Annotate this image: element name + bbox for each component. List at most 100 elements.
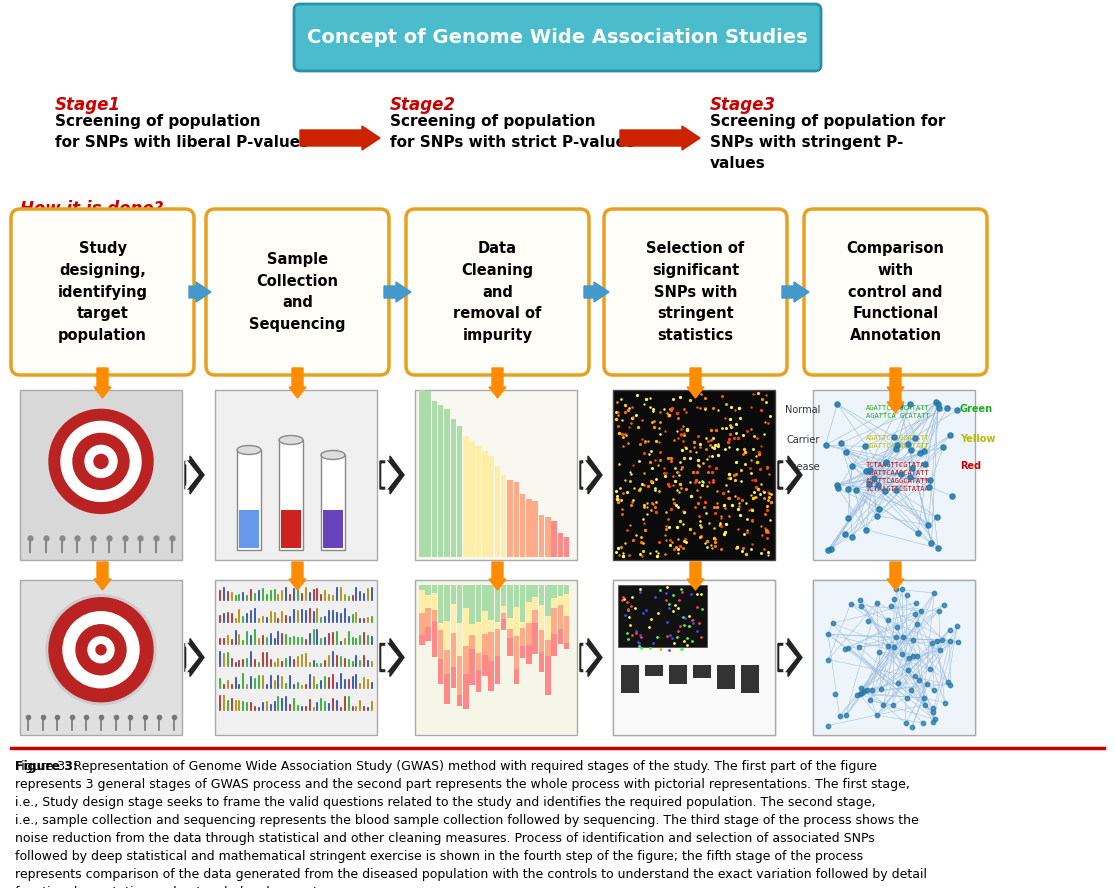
Bar	[463, 585, 468, 608]
Bar	[558, 629, 563, 645]
Point	[939, 675, 957, 689]
Point	[860, 477, 878, 491]
Bar	[457, 656, 463, 695]
Point	[934, 598, 952, 612]
Point	[840, 482, 857, 496]
Text: AGATTCAAGCATATT: AGATTCAAGCATATT	[866, 405, 930, 411]
Circle shape	[96, 645, 106, 654]
Bar	[741, 665, 759, 693]
Bar	[514, 585, 518, 607]
Text: Selection of
significant
SNPs with
stringent
statistics: Selection of significant SNPs with strin…	[647, 242, 745, 343]
Bar	[507, 480, 513, 557]
Bar	[457, 585, 463, 622]
Bar	[551, 520, 556, 557]
Point	[894, 630, 912, 645]
Bar	[514, 607, 518, 637]
Point	[880, 638, 898, 653]
Bar	[564, 615, 570, 643]
Bar	[450, 667, 456, 688]
Bar	[618, 585, 707, 647]
Circle shape	[72, 433, 129, 489]
Text: Carrier: Carrier	[786, 435, 820, 445]
Point	[828, 478, 846, 492]
Text: TCTAAGTTCGTATAA: TCTAAGTTCGTATAA	[866, 486, 930, 492]
FancyBboxPatch shape	[294, 4, 821, 71]
Bar	[526, 585, 532, 602]
FancyBboxPatch shape	[206, 209, 389, 375]
Bar	[476, 670, 482, 692]
Point	[888, 621, 905, 635]
Point	[921, 473, 939, 488]
Point	[941, 678, 959, 692]
Point	[820, 627, 837, 641]
FancyArrow shape	[94, 368, 112, 398]
Point	[928, 395, 946, 409]
Bar	[482, 611, 487, 634]
Bar	[469, 649, 475, 685]
Bar	[463, 436, 468, 557]
Point	[852, 681, 870, 695]
Text: Stage1: Stage1	[55, 96, 122, 114]
Point	[919, 678, 937, 692]
Bar	[813, 580, 975, 735]
Bar	[425, 627, 430, 641]
Bar	[215, 580, 377, 735]
Bar	[613, 580, 775, 735]
Bar	[482, 585, 487, 611]
FancyArrow shape	[190, 282, 211, 302]
Point	[837, 445, 855, 459]
Bar	[425, 392, 430, 557]
FancyArrow shape	[382, 460, 398, 490]
FancyArrow shape	[584, 282, 609, 302]
Point	[904, 648, 922, 662]
Bar	[526, 602, 532, 622]
Point	[884, 698, 902, 712]
Bar	[432, 621, 437, 656]
Bar	[507, 629, 513, 638]
Bar	[419, 635, 425, 645]
Point	[828, 397, 846, 411]
Point	[831, 710, 849, 724]
Bar	[425, 595, 430, 607]
FancyArrow shape	[582, 643, 597, 672]
Bar	[526, 645, 532, 664]
Point	[872, 682, 890, 696]
Bar	[476, 654, 482, 670]
Point	[837, 709, 855, 723]
Point	[925, 586, 943, 600]
Bar	[425, 607, 430, 627]
Bar	[501, 613, 506, 619]
Bar	[432, 585, 437, 593]
Bar	[495, 466, 501, 557]
Bar	[438, 585, 444, 623]
Point	[914, 691, 932, 705]
Bar	[644, 665, 663, 676]
Point	[857, 464, 875, 479]
Point	[820, 718, 837, 733]
Bar	[520, 628, 525, 646]
Point	[948, 619, 966, 633]
Point	[840, 640, 857, 654]
Bar	[532, 610, 537, 623]
Bar	[514, 670, 518, 684]
FancyArrow shape	[289, 368, 306, 398]
Bar	[551, 585, 556, 598]
Point	[863, 683, 881, 697]
Text: Concept of Genome Wide Association Studies: Concept of Genome Wide Association Studi…	[308, 28, 807, 47]
Point	[930, 604, 948, 618]
Bar	[813, 580, 975, 735]
Point	[922, 536, 940, 551]
Bar	[545, 585, 551, 615]
Point	[843, 530, 861, 544]
Text: TCTAAGTTCGTATAA: TCTAAGTTCGTATAA	[866, 462, 930, 468]
Bar	[476, 585, 482, 622]
Point	[935, 695, 953, 710]
Point	[899, 662, 917, 677]
Point	[930, 397, 948, 411]
Bar	[444, 650, 449, 674]
Point	[924, 683, 942, 697]
Point	[929, 634, 947, 648]
Point	[886, 442, 904, 456]
Point	[905, 432, 923, 446]
Point	[920, 518, 938, 532]
